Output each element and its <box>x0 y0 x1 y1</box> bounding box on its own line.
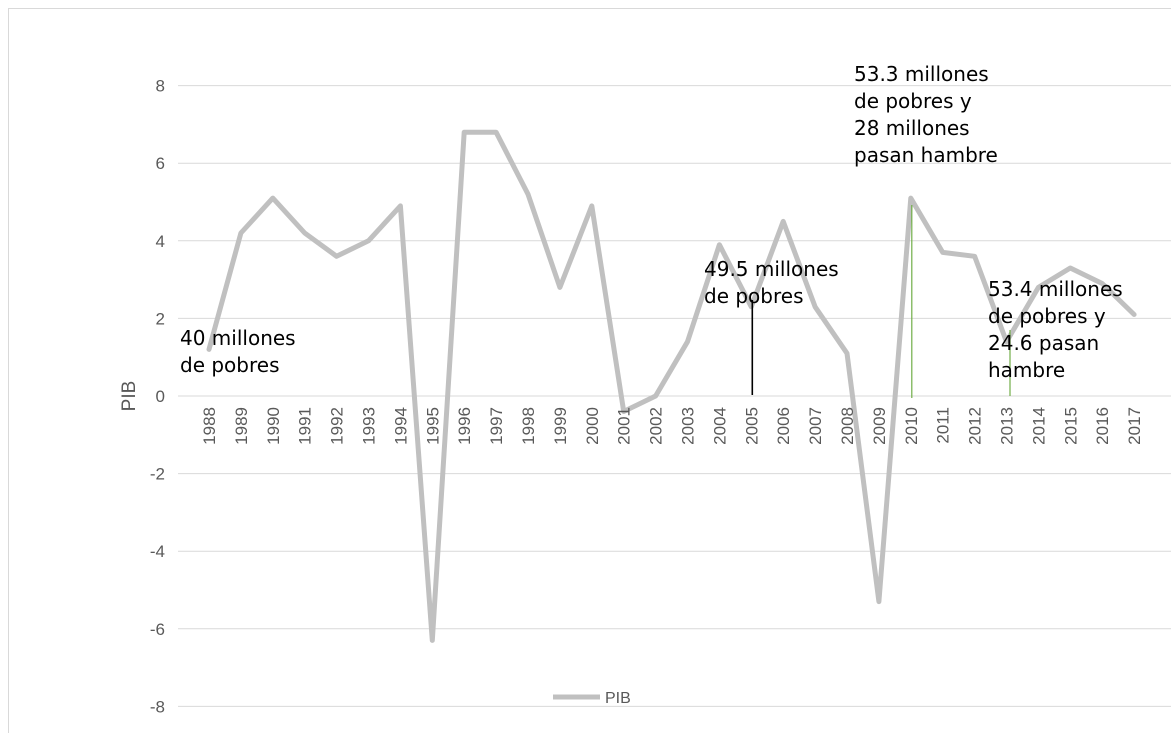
annotation-1988: 40 millones de pobres <box>180 326 296 377</box>
annotation-text-line: 49.5 millones <box>704 257 839 281</box>
annotation-2010: 53.3 millones de pobres y 28 millones pasan… <box>854 62 998 167</box>
x-tick-label: 2006 <box>774 407 793 445</box>
x-tick-label: 2004 <box>710 407 729 445</box>
gridlines <box>178 85 1171 707</box>
y-tick-label: -8 <box>150 697 165 716</box>
x-tick-label: 2001 <box>615 407 634 445</box>
x-tick-label: 1989 <box>232 407 251 445</box>
x-tick-label: 1995 <box>423 407 442 445</box>
y-tick-label: -6 <box>150 620 165 639</box>
annotation-text-line: 53.4 millones <box>988 277 1123 301</box>
x-tick-label: 2002 <box>647 407 666 445</box>
x-tick-label: 2009 <box>870 407 889 445</box>
annotation-2005: 49.5 millones de pobres <box>704 257 839 308</box>
annotation-text-line: 24.6 pasan <box>988 331 1099 355</box>
x-tick-label: 2007 <box>806 407 825 445</box>
y-tick-label: -2 <box>150 465 165 484</box>
y-tick-label: 8 <box>156 77 165 96</box>
x-tick-label: 1990 <box>264 407 283 445</box>
series-lines <box>206 129 1137 643</box>
x-tick-label: 2014 <box>1029 407 1048 445</box>
y-tick-label: 4 <box>156 232 165 251</box>
annotation-text-line: 53.3 millones <box>854 62 989 86</box>
x-tick-label: 2000 <box>583 407 602 445</box>
y-tick-label: 0 <box>156 387 165 406</box>
x-tick-label: 1988 <box>200 407 219 445</box>
x-tick-label: 2013 <box>998 407 1017 445</box>
x-tick-label: 2016 <box>1093 407 1112 445</box>
annotation-text-line: 28 millones <box>854 116 970 140</box>
x-tick-label: 2003 <box>679 407 698 445</box>
annotation-text-line: de pobres y <box>988 304 1106 328</box>
x-tick-label: 1997 <box>487 407 506 445</box>
x-tick-label: 2005 <box>742 407 761 445</box>
annotations: 40 millones de pobres 49.5 millones de pobr… <box>180 62 1123 398</box>
x-axis-ticks: 1988 1989 1990 1991 1992 1993 1994 1995 1996 1997… <box>200 407 1144 445</box>
x-tick-label: 2015 <box>1061 407 1080 445</box>
x-tick-label: 2017 <box>1125 407 1144 445</box>
x-tick-label: 2008 <box>838 407 857 445</box>
x-tick-label: 1996 <box>455 407 474 445</box>
y-tick-label: -4 <box>150 542 165 561</box>
x-tick-label: 1993 <box>360 407 379 445</box>
x-tick-label: 1999 <box>551 407 570 445</box>
legend-label: PIB <box>605 690 631 707</box>
annotation-2012: 53.4 millones de pobres y 24.6 pasan hambre <box>988 277 1123 382</box>
y-tick-label: 6 <box>156 154 165 173</box>
series-line-pib <box>206 129 1137 643</box>
legend: PIB <box>553 690 631 707</box>
x-tick-label: 1994 <box>391 407 410 445</box>
y-axis-label: PIB <box>119 381 140 412</box>
annotation-text-line: pasan hambre <box>854 143 998 167</box>
x-tick-label: 2011 <box>934 407 953 444</box>
y-tick-label: 2 <box>156 309 165 328</box>
x-tick-label: 1991 <box>296 407 315 445</box>
y-axis-ticks: 8 6 4 2 0 -2 -4 -6 -8 <box>150 77 165 717</box>
x-tick-label: 1998 <box>519 407 538 445</box>
annotation-text-line: de pobres <box>704 284 804 308</box>
x-tick-label: 2012 <box>966 407 985 445</box>
x-tick-label: 1992 <box>328 407 347 445</box>
x-tick-label: 2010 <box>902 407 921 445</box>
annotation-text-line: de pobres <box>180 353 280 377</box>
annotation-text-line: de pobres y <box>854 89 972 113</box>
chart-border <box>8 8 1171 733</box>
annotation-text-line: 40 millones <box>180 326 296 350</box>
annotation-text-line: hambre <box>988 358 1065 382</box>
